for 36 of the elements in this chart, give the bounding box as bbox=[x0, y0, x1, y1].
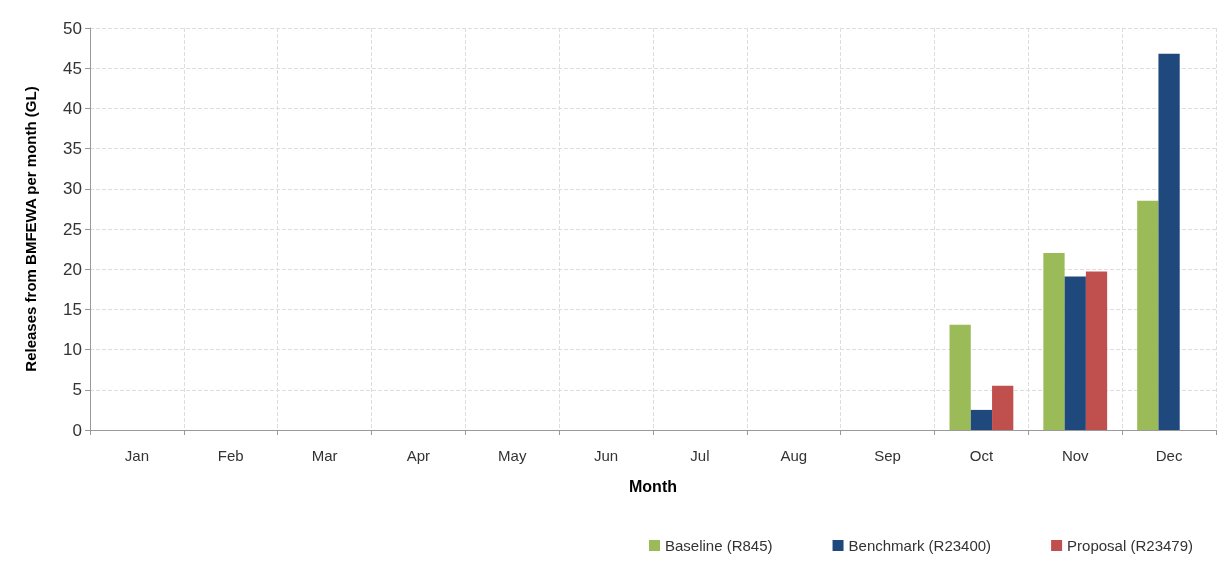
x-tick-label: Jan bbox=[124, 447, 150, 464]
legend-label: Baseline (R845) bbox=[664, 537, 773, 554]
x-tick-label: Nov bbox=[1061, 447, 1090, 464]
y-tick-label: 0 bbox=[72, 420, 82, 440]
x-tick-label: Mar bbox=[311, 447, 338, 464]
y-tick-label: 5 bbox=[72, 380, 82, 400]
legend-label: Proposal (R23479) bbox=[1067, 537, 1193, 554]
x-axis-title: Month bbox=[629, 477, 677, 495]
x-tick-label: Feb bbox=[217, 447, 244, 464]
bar bbox=[949, 324, 971, 430]
bar bbox=[1085, 271, 1108, 430]
y-tick-label: 35 bbox=[63, 139, 82, 159]
x-tick-label: Jul bbox=[690, 447, 710, 464]
x-tick-label: Sep bbox=[874, 447, 901, 464]
bar bbox=[970, 409, 993, 430]
y-tick-label: 30 bbox=[63, 179, 82, 199]
x-tick-label: Dec bbox=[1155, 447, 1183, 464]
legend-label: Benchmark (R23400) bbox=[848, 537, 992, 554]
y-tick-label: 50 bbox=[63, 18, 82, 38]
y-tick-label: 25 bbox=[63, 219, 82, 239]
y-tick-label: 45 bbox=[63, 58, 82, 78]
bar bbox=[1043, 253, 1065, 430]
x-tick-label: Oct bbox=[969, 447, 994, 464]
y-tick-label: 20 bbox=[63, 259, 82, 279]
x-tick-label: Aug bbox=[780, 447, 808, 464]
bar bbox=[992, 385, 1014, 430]
y-tick-label: 10 bbox=[63, 340, 82, 360]
x-tick-label: May bbox=[498, 447, 527, 464]
x-tick-label: Apr bbox=[406, 447, 431, 464]
bar bbox=[1158, 53, 1180, 430]
bar bbox=[1064, 276, 1086, 430]
y-tick-label: 15 bbox=[63, 299, 82, 319]
x-tick-label: Jun bbox=[593, 447, 619, 464]
y-tick-label: 40 bbox=[63, 98, 82, 118]
y-axis-title: Releases from BMFEWA per month (GL) bbox=[22, 86, 39, 372]
bar bbox=[1137, 200, 1159, 430]
